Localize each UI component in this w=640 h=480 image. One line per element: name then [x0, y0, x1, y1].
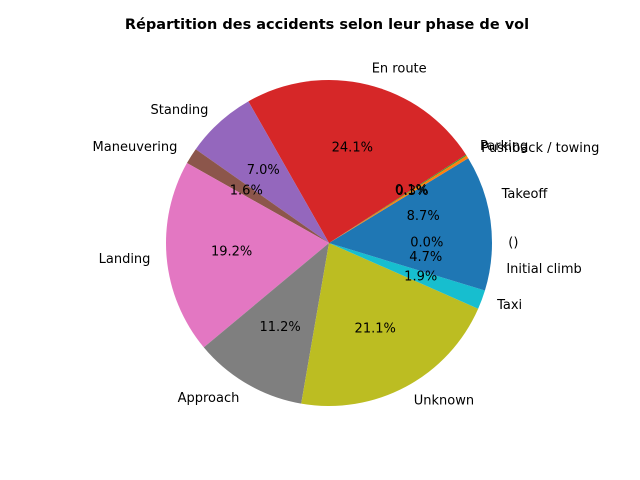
slice-pct-initial-climb: 4.7% [409, 250, 442, 265]
slice-pct-maneuvering: 1.6% [230, 183, 263, 198]
slice-pct-unknown: 21.1% [355, 322, 396, 337]
slice-pct-landing: 19.2% [211, 244, 252, 259]
slice-label-parking: Parking [480, 139, 528, 154]
pie-slice-standing [195, 101, 329, 243]
slice-label-maneuvering: Maneuvering [93, 140, 178, 155]
pie-slice-approach [203, 243, 329, 404]
pie-slice-landing [166, 163, 329, 348]
pie-slice-maneuvering [186, 149, 329, 243]
chart-title: Répartition des accidents selon leur pha… [125, 17, 529, 33]
slice-label-landing: Landing [99, 252, 151, 267]
slice-pct-approach: 11.2% [259, 320, 300, 335]
pie-slice-taxi [329, 243, 485, 309]
slice-label-standing: Standing [151, 103, 209, 118]
pie-slice-initial-climb [329, 243, 492, 291]
slice-pct-pushback-towing: 0.3% [396, 184, 429, 199]
pie-slice-takeoff [329, 158, 492, 243]
slice-label-takeoff: Takeoff [501, 187, 549, 202]
pie-slice-en-route [248, 80, 467, 243]
slice-pct-taxi: 1.9% [404, 270, 437, 285]
slice-label-empty: () [508, 236, 518, 251]
slice-label-taxi: Taxi [496, 298, 522, 313]
slice-label-pushback-towing: Pushback / towing [481, 141, 599, 156]
slice-pct-parking: 0.1% [395, 183, 428, 198]
pie-slices [166, 80, 492, 406]
slice-label-approach: Approach [178, 391, 240, 406]
slice-pct-standing: 7.0% [247, 163, 280, 178]
pie-slice-parking [329, 154, 467, 243]
slice-label-en-route: En route [372, 61, 427, 76]
pie-slice-pushback-towing [329, 155, 469, 243]
slice-label-unknown: Unknown [414, 394, 474, 409]
slice-label-initial-climb: Initial climb [506, 262, 581, 277]
slice-pct-takeoff: 8.7% [407, 209, 440, 224]
slice-pct-en-route: 24.1% [332, 141, 373, 156]
pie-slice-unknown [301, 243, 479, 406]
pie-labels: () 0.0% Takeoff 8.7% Pushback / towing 0.3% Pa… [93, 61, 600, 408]
slice-pct-empty: 0.0% [410, 236, 443, 251]
